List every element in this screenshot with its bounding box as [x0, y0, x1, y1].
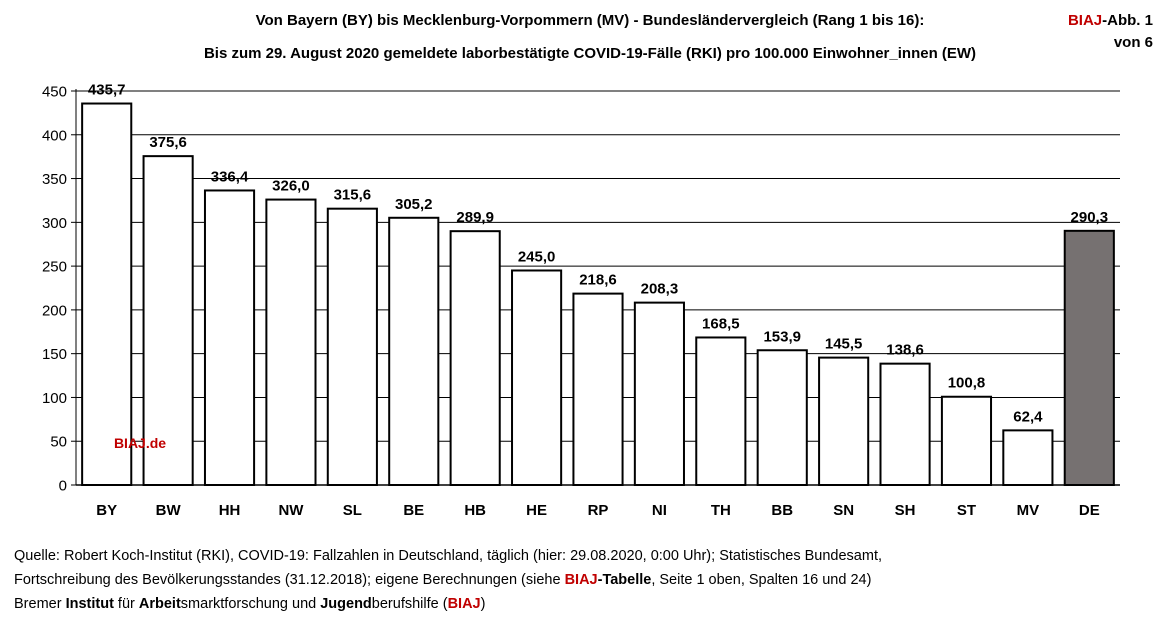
bar-st — [940, 395, 993, 486]
value-label-sl: 315,6 — [334, 187, 372, 204]
bar-by — [81, 102, 133, 486]
y-tick-label: 0 — [59, 478, 67, 495]
x-tick-label-be: BE — [403, 502, 424, 519]
x-axis: BY BW HH NW SL BE HB HE RP NI TH BB SN SH ST MV DE — [76, 484, 1120, 519]
footer-line3-e: smarktforschung und — [180, 596, 321, 612]
bar-ni — [633, 301, 685, 486]
y-axis: 0 50 100 150 200 250 300 350 400 450 — [42, 84, 77, 495]
y-tick-label: 350 — [42, 171, 67, 188]
x-tick-label-sl: SL — [343, 502, 362, 519]
value-label-hh: 336,4 — [211, 168, 249, 185]
value-label-de: 290,3 — [1071, 209, 1109, 226]
x-tick-label-th: TH — [711, 502, 731, 519]
footer-line2-c: , Seite 1 oben, Spalten 16 und 24) — [651, 572, 872, 588]
x-tick-label-by: BY — [96, 502, 117, 519]
y-tick-label: 400 — [42, 127, 67, 144]
chart-title-line2: Bis zum 29. August 2020 gemeldete laborb… — [203, 45, 977, 62]
bar-bw — [142, 155, 194, 486]
figure-badge: BIAJ-Abb. 1 von 6 — [1068, 10, 1153, 54]
x-tick-label-nw: NW — [278, 502, 304, 519]
value-label-rp: 218,6 — [579, 272, 617, 289]
y-tick-label: 50 — [50, 434, 67, 451]
watermark: BIAJ.de — [114, 435, 166, 451]
badge-brand: BIAJ — [1067, 12, 1103, 29]
badge-figure-number: -Abb. 1 — [1102, 12, 1153, 29]
value-label-th: 168,5 — [702, 315, 740, 332]
bar-hb — [449, 230, 501, 486]
y-tick-label: 150 — [42, 346, 67, 363]
bar-de — [1063, 229, 1115, 486]
x-tick-label-hh: HH — [219, 502, 241, 519]
footer-line3-a: Bremer — [14, 596, 66, 612]
bars: 435,7 375,6 336,4 326,0 315,6 305,2 289,9 245,0… — [81, 82, 1115, 487]
value-label-nw: 326,0 — [272, 178, 310, 195]
value-label-he: 245,0 — [518, 248, 556, 265]
value-label-st: 100,8 — [948, 375, 986, 392]
footer-line3-d: Arbeit — [138, 596, 181, 612]
footer-line1: Quelle: Robert Koch-Institut (RKI), COVI… — [14, 548, 882, 564]
x-tick-label-sh: SH — [895, 502, 916, 519]
y-tick-label: 100 — [42, 390, 67, 407]
bar-sn — [818, 356, 870, 486]
bar-he — [511, 269, 563, 486]
x-tick-label-bb: BB — [771, 502, 793, 519]
bar-sl — [326, 207, 378, 487]
value-label-by: 435,7 — [88, 82, 126, 99]
bar-be — [388, 216, 440, 486]
footer-line3-f: Jugend — [320, 596, 372, 612]
x-tick-label-sn: SN — [833, 502, 854, 519]
chart-title-line1: Von Bayern (BY) bis Mecklenburg-Vorpomme… — [255, 12, 925, 29]
y-tick-label: 200 — [42, 302, 67, 319]
x-tick-label-rp: RP — [588, 502, 609, 519]
bar-hh — [203, 189, 256, 486]
value-label-sn: 145,5 — [825, 336, 863, 353]
x-tick-label-bw: BW — [156, 502, 182, 519]
x-tick-label-st: ST — [957, 502, 976, 519]
value-label-hb: 289,9 — [456, 209, 494, 226]
bar-rp — [572, 292, 624, 486]
footer-line2-b: -Tabelle — [597, 572, 652, 588]
value-label-mv: 62,4 — [1013, 408, 1043, 425]
footer-line2: Fortschreibung des Bevölkerungsstandes (… — [14, 568, 1154, 592]
footer-line3-g: berufshilfe ( — [371, 596, 448, 612]
x-tick-label-mv: MV — [1017, 502, 1040, 519]
bar-sh — [879, 362, 931, 487]
y-tick-label: 450 — [42, 84, 67, 101]
footer-line3-c: für — [113, 596, 139, 612]
footer-line3-b: Institut — [65, 596, 114, 612]
footer-line2-a: Fortschreibung des Bevölkerungsstandes (… — [14, 572, 565, 588]
value-label-sh: 138,6 — [886, 342, 924, 359]
bar-mv — [1002, 429, 1054, 486]
x-tick-label-ni: NI — [652, 502, 667, 519]
footer-line3-h: ) — [480, 596, 486, 612]
footer-line3: Bremer Institut für Arbeitsmarktforschun… — [14, 592, 1154, 616]
footer-line3-brand: BIAJ — [447, 596, 481, 612]
value-label-bb: 153,9 — [763, 328, 801, 345]
x-tick-label-de: DE — [1079, 502, 1100, 519]
value-label-be: 305,2 — [395, 196, 433, 213]
bar-nw — [265, 198, 317, 487]
bar-th — [695, 336, 747, 487]
x-tick-label-he: HE — [526, 502, 547, 519]
value-label-ni: 208,3 — [641, 281, 679, 298]
bar-chart: 0 50 100 150 200 250 300 350 400 450 435,7 375,6 33… — [42, 82, 1120, 519]
footer-line2-brand: BIAJ — [564, 572, 598, 588]
badge-figure-count: von 6 — [1113, 34, 1153, 51]
y-tick-label: 300 — [42, 215, 67, 232]
source-footer: Quelle: Robert Koch-Institut (RKI), COVI… — [14, 544, 1154, 616]
value-label-bw: 375,6 — [149, 134, 187, 151]
bar-bb — [756, 349, 808, 487]
x-tick-label-hb: HB — [464, 502, 486, 519]
y-tick-label: 250 — [42, 259, 67, 276]
